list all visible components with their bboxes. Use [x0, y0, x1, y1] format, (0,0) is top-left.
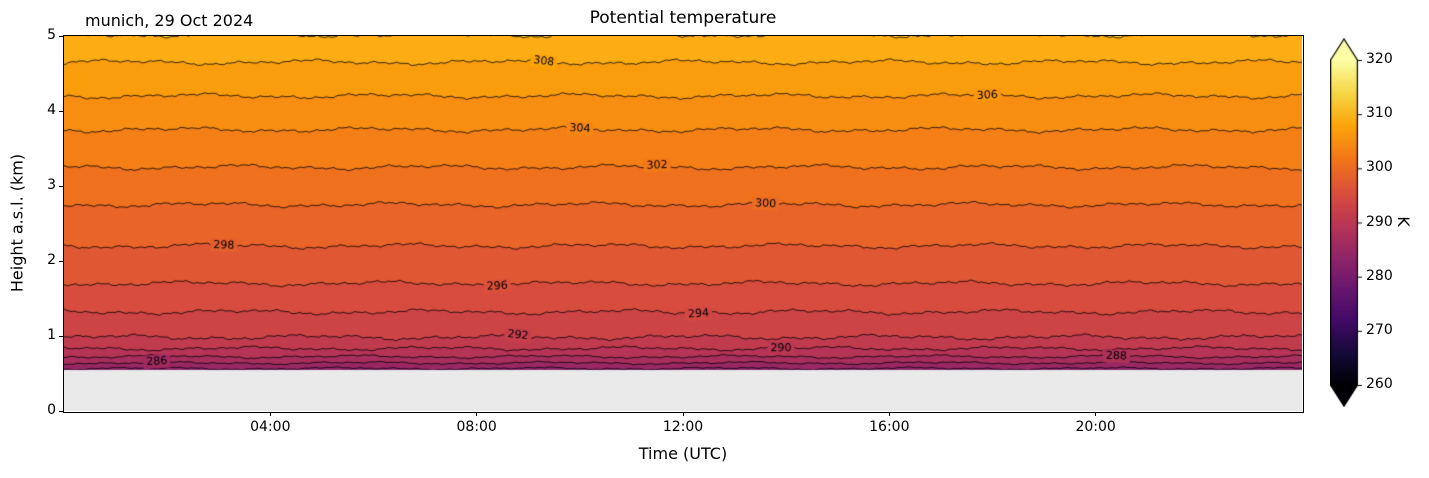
y-tick-label: 2 [47, 252, 56, 268]
colorbar-canvas [1330, 38, 1376, 407]
y-tick-mark [59, 185, 63, 187]
colorbar-tick-label: 260 [1366, 376, 1393, 392]
colorbar-tick-label: 290 [1366, 213, 1393, 230]
y-tick-label: 4 [47, 102, 56, 118]
colorbar-tick-label: 280 [1366, 267, 1393, 284]
plot-title: Potential temperature [589, 8, 777, 28]
colorbar-tick-label: 300 [1366, 159, 1393, 176]
x-tick-mark [269, 412, 271, 416]
x-axis-label: Time (UTC) [638, 444, 728, 463]
y-tick-label: 3 [47, 177, 56, 193]
station-date-annotation: munich, 29 Oct 2024 [85, 11, 254, 30]
y-tick-mark [59, 410, 63, 412]
x-tick-label: 16:00 [869, 419, 910, 435]
contour-canvas [64, 36, 1302, 411]
y-tick-label: 5 [47, 27, 56, 43]
colorbar-tick-label: 270 [1366, 321, 1393, 338]
x-tick-mark [682, 412, 684, 416]
x-tick-label: 08:00 [456, 419, 497, 435]
y-tick-label: 1 [47, 327, 56, 343]
y-tick-mark [59, 260, 63, 262]
x-tick-label: 04:00 [250, 419, 291, 435]
colorbar-unit-label: K [1393, 216, 1413, 227]
x-tick-label: 12:00 [662, 419, 704, 435]
y-tick-mark [59, 35, 63, 37]
y-tick-mark [59, 335, 63, 337]
x-tick-label: 20:00 [1075, 419, 1116, 435]
y-tick-label: 0 [47, 402, 56, 418]
colorbar-tick-label: 320 [1366, 51, 1393, 67]
y-axis-label: Height a.s.l. (km) [7, 153, 27, 293]
y-tick-mark [59, 110, 63, 112]
colorbar-tick-label: 310 [1366, 105, 1393, 122]
x-tick-mark [476, 412, 478, 416]
x-tick-mark [888, 412, 890, 416]
x-tick-mark [1095, 412, 1097, 416]
